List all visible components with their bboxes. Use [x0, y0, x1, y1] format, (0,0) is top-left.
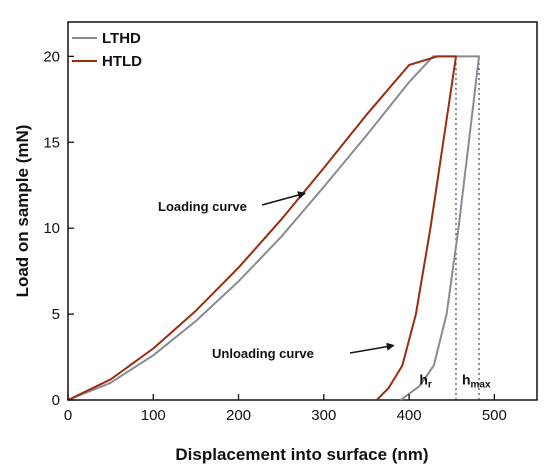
x-tick-label: 100 — [141, 407, 166, 424]
y-tick-label: 0 — [52, 392, 60, 409]
marker-hmax: hmax — [462, 372, 491, 391]
y-tick-label: 20 — [43, 48, 60, 65]
annotation-unloading-curve: Unloading curve — [212, 346, 314, 361]
x-tick-label: 400 — [397, 407, 422, 424]
marker-hr-sub: r — [428, 380, 432, 391]
legend-label-lthd: LTHD — [102, 30, 141, 47]
x-axis-ticks: 0 100 200 300 400 500 — [64, 394, 507, 424]
annotation-loading-arrow — [261, 191, 307, 206]
series-line-lthd — [67, 55, 480, 401]
marker-hmax-base: h — [462, 372, 471, 388]
marker-hr: hr — [419, 372, 432, 391]
x-tick-label: 500 — [482, 407, 507, 424]
legend: LTHD HTLD — [72, 30, 142, 70]
x-tick-label: 200 — [226, 407, 251, 424]
depth-markers: hr hmax — [419, 372, 491, 391]
x-axis-title: Displacement into surface (nm) — [175, 445, 428, 464]
y-tick-label: 10 — [43, 220, 60, 237]
marker-hr-base: h — [419, 372, 428, 388]
reference-lines — [455, 56, 480, 400]
annotations: Loading curve Unloading curve — [158, 191, 395, 361]
y-tick-label: 15 — [43, 134, 60, 151]
marker-hmax-sub: max — [471, 380, 491, 391]
x-tick-label: 300 — [311, 407, 336, 424]
annotation-loading-curve: Loading curve — [158, 199, 247, 214]
annotation-unloading-arrow — [349, 342, 395, 354]
series-line-htld — [67, 55, 457, 401]
x-tick-label: 0 — [64, 407, 72, 424]
legend-label-htld: HTLD — [102, 53, 142, 70]
y-tick-label: 5 — [52, 306, 60, 323]
series-layer — [67, 55, 480, 401]
y-axis-title: Load on sample (mN) — [13, 125, 32, 298]
y-axis-ticks: 0 5 10 15 20 — [43, 48, 74, 409]
